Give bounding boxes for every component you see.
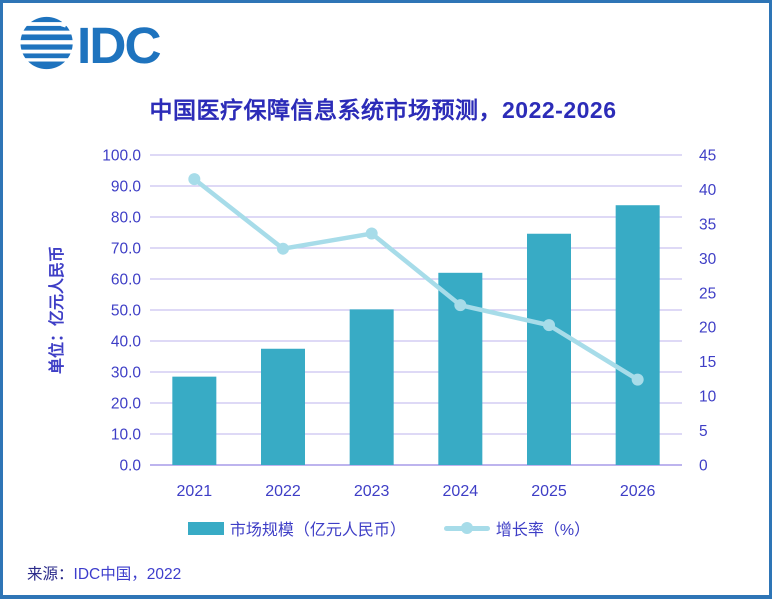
x-axis-tick-label: 2022 xyxy=(265,483,301,500)
growth-rate-marker xyxy=(631,373,644,386)
chart-plot-area: 0.0 10.0 20.0 30.0 40.0 50.0 60.0 70.0 80.0 90.0 1… xyxy=(102,148,717,501)
legend-label-market-size: 市场规模（亿元人民币） xyxy=(229,522,406,539)
left-axis-tick-label: 0.0 xyxy=(119,458,141,475)
legend-item-market-size: 市场规模（亿元人民币） xyxy=(187,516,406,540)
right-axis-tick-label: 10 xyxy=(699,389,717,406)
x-axis-tick-label: 2024 xyxy=(443,483,479,500)
left-axis-tick-label: 90.0 xyxy=(111,179,142,196)
bar-series-swatch xyxy=(187,521,224,535)
right-axis-tick-label: 5 xyxy=(699,423,708,440)
legend-label-growth-rate: 增长率（%） xyxy=(495,522,591,539)
legend-item-growth-rate: 增长率（%） xyxy=(443,516,591,540)
line-series-swatch xyxy=(443,522,490,534)
chart-title: 中国医疗保障信息系统市场预测，2022-2026 xyxy=(149,97,617,123)
left-axis-tick-label: 70.0 xyxy=(111,241,142,258)
x-axis-tick-label: 2023 xyxy=(354,483,390,500)
right-axis-tick-label: 35 xyxy=(699,216,716,233)
growth-rate-marker xyxy=(454,299,467,312)
source-label: 来源： xyxy=(27,566,74,583)
growth-rate-marker xyxy=(277,242,289,255)
bar-market-size xyxy=(172,376,217,465)
right-axis-tick-label: 20 xyxy=(699,320,717,337)
bar-market-size xyxy=(527,233,571,465)
source-line: 来源：IDC中国，2022 xyxy=(27,562,181,584)
idc-logo-text: IDC xyxy=(77,17,160,72)
right-axis-tick-label: 0 xyxy=(699,458,708,475)
growth-rate-marker xyxy=(188,173,201,186)
left-axis-tick-label: 100.0 xyxy=(102,148,141,165)
left-axis-tick-label: 60.0 xyxy=(111,272,142,289)
bar-market-size xyxy=(261,348,305,465)
left-axis-tick-label: 40.0 xyxy=(111,334,142,351)
left-axis-tick-label: 80.0 xyxy=(111,210,142,227)
bar-market-size xyxy=(349,309,394,465)
bar-market-size xyxy=(615,205,660,465)
idc-logo: IDC xyxy=(20,16,162,72)
idc-globe-icon xyxy=(20,16,76,70)
left-axis-tick-label: 10.0 xyxy=(111,427,142,444)
right-axis-tick-label: 30 xyxy=(699,251,717,268)
source-value: IDC中国，2022 xyxy=(73,566,182,583)
left-axis-tick-label: 30.0 xyxy=(111,365,142,382)
legend: 市场规模（亿元人民币） 增长率（%） xyxy=(3,516,769,540)
left-axis-tick-label: 20.0 xyxy=(111,396,142,413)
x-axis-tick-label: 2026 xyxy=(620,483,656,500)
right-axis-tick-label: 15 xyxy=(699,354,716,371)
right-axis-tick-label: 40 xyxy=(699,182,717,199)
x-axis-tick-label: 2025 xyxy=(531,483,567,500)
growth-rate-marker xyxy=(543,319,555,332)
x-axis-tick-label: 2021 xyxy=(177,483,213,500)
right-axis-tick-label: 45 xyxy=(699,148,716,165)
left-axis-tick-label: 50.0 xyxy=(111,303,142,320)
y-axis-unit-label: 单位：亿元人民币 xyxy=(49,245,66,375)
growth-rate-line xyxy=(192,176,640,382)
growth-rate-marker xyxy=(365,227,378,240)
right-axis-tick-label: 25 xyxy=(699,285,716,302)
